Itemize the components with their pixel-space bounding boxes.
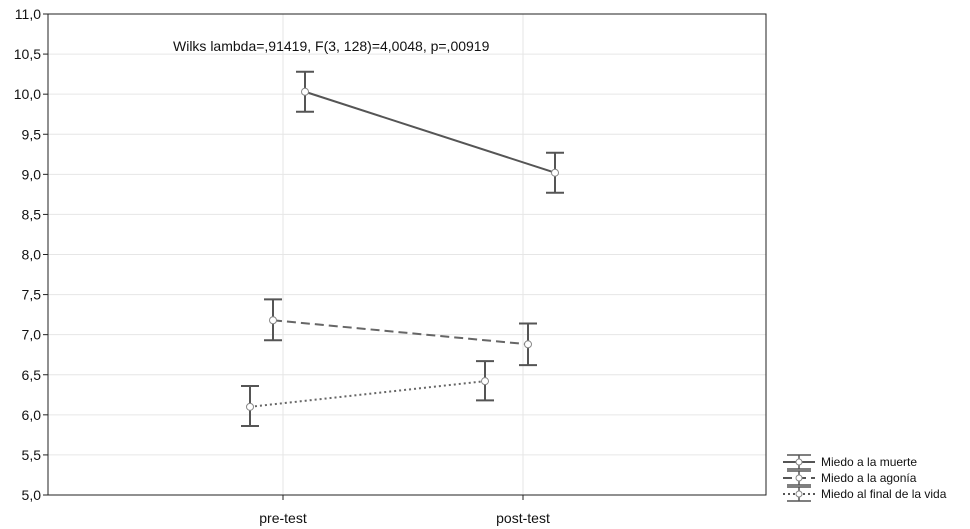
grid	[48, 14, 766, 495]
series-1	[296, 70, 564, 194]
data-point	[246, 402, 254, 411]
y-tick-label: 7,0	[22, 327, 42, 343]
y-tick-label: 9,0	[22, 166, 42, 182]
legend-point	[795, 490, 803, 498]
x-tick-label: post-test	[496, 510, 550, 526]
x-axis: pre-test post-test	[259, 495, 550, 526]
series-3	[241, 360, 494, 428]
y-tick-label: 8,0	[22, 247, 42, 263]
legend-label: Miedo al final de la vida	[821, 487, 947, 501]
legend-point	[795, 474, 803, 482]
legend-label: Miedo a la muerte	[821, 455, 917, 469]
series-line	[272, 319, 529, 346]
y-tick-label: 10,0	[14, 86, 41, 102]
y-tick-label: 5,0	[22, 487, 42, 503]
y-axis: 5,0 5,5 6,0 6,5 7,0 7,5 8,0 8,5 9,0 9,5 10,0 10,5 11…	[14, 6, 48, 503]
y-tick-label: 10,5	[14, 46, 41, 62]
y-tick-label: 11,0	[15, 6, 41, 22]
data-point	[269, 316, 277, 325]
legend-item-3: Miedo al final de la vida	[783, 486, 947, 502]
legend-item-2: Miedo a la agonía	[783, 470, 917, 486]
series-2	[264, 298, 537, 367]
series-line	[249, 380, 486, 408]
y-tick-label: 6,5	[22, 367, 42, 383]
series-line	[304, 90, 556, 174]
legend-label: Miedo a la agonía	[821, 471, 917, 485]
y-tick-label: 9,5	[22, 126, 42, 142]
x-tick-label: pre-test	[259, 510, 307, 526]
y-tick-label: 6,0	[22, 407, 42, 423]
data-point	[481, 377, 489, 386]
data-point	[301, 87, 309, 96]
data-point	[551, 168, 559, 177]
legend: Miedo a la muerte Miedo a la agonía Miedo …	[783, 454, 947, 502]
series-group	[241, 70, 564, 428]
legend-point	[795, 458, 803, 466]
y-tick-label: 7,5	[22, 287, 42, 303]
legend-item-1: Miedo a la muerte	[783, 454, 917, 470]
y-tick-label: 8,5	[22, 206, 42, 222]
stats-annotation: Wilks lambda=,91419, F(3, 128)=4,0048, p…	[173, 38, 490, 54]
data-point	[524, 340, 532, 349]
y-tick-label: 5,5	[22, 447, 42, 463]
